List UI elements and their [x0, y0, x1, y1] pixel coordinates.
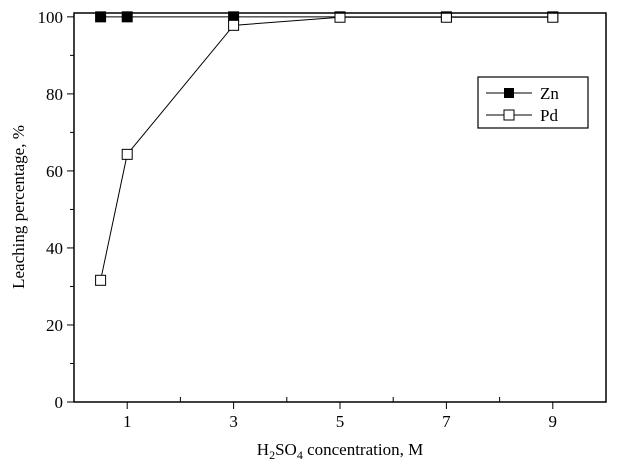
- x-axis-label: H2SO4 concentration, M: [257, 440, 423, 462]
- data-point-pd: [228, 19, 240, 31]
- data-point-pd: [547, 11, 559, 23]
- data-point-zn: [121, 11, 133, 23]
- legend: Zn Pd: [477, 76, 589, 129]
- y-tick-label: 0: [55, 393, 64, 412]
- data-point-pd: [440, 11, 452, 23]
- plot-frame: [73, 12, 607, 403]
- x-tick-label: 9: [549, 412, 558, 431]
- y-axis-label: Leaching percentage, %: [9, 125, 28, 289]
- data-point-pd: [334, 11, 346, 23]
- series-line-pd: [100, 16, 553, 281]
- data-point-pd: [95, 274, 107, 286]
- y-tick-label: 20: [46, 316, 63, 335]
- y-tick-label: 80: [46, 85, 63, 104]
- y-tick-label: 40: [46, 239, 63, 258]
- data-point-pd: [121, 148, 133, 160]
- legend-label-zn: Zn: [540, 84, 559, 103]
- x-tick-label: 1: [123, 412, 132, 431]
- x-tick-label: 7: [442, 412, 451, 431]
- legend-marker-zn: [504, 88, 514, 98]
- x-tick-label: 5: [336, 412, 345, 431]
- x-tick-label: 3: [229, 412, 238, 431]
- legend-box: [477, 76, 589, 129]
- y-tick-label: 100: [38, 8, 64, 27]
- data-point-zn: [95, 11, 107, 23]
- legend-marker-pd: [503, 109, 515, 121]
- y-tick-label: 60: [46, 162, 63, 181]
- legend-label-pd: Pd: [540, 106, 558, 125]
